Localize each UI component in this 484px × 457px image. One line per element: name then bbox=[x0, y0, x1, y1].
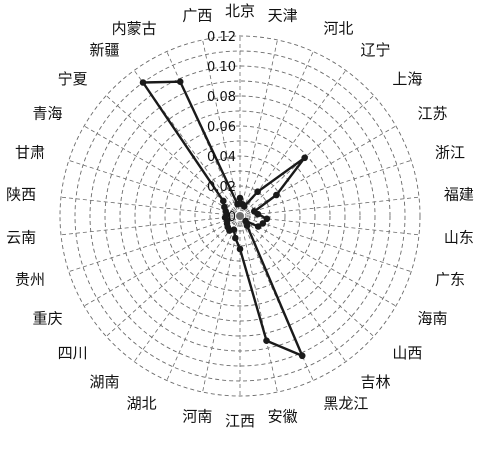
data-point-青海 bbox=[221, 203, 228, 211]
axis-tick-label: 0.02 bbox=[207, 180, 236, 195]
data-point-北京 bbox=[236, 194, 244, 202]
data-point-广东 bbox=[259, 220, 267, 227]
grid-spoke bbox=[239, 215, 397, 307]
category-label-辽宁: 辽宁 bbox=[361, 41, 391, 59]
grid-spoke bbox=[68, 215, 241, 273]
data-point-广西 bbox=[234, 200, 241, 208]
category-label-重庆: 重庆 bbox=[32, 310, 62, 328]
grid-spoke bbox=[83, 125, 241, 217]
category-label-江苏: 江苏 bbox=[418, 105, 448, 123]
grid-spoke bbox=[68, 159, 241, 217]
category-label-甘肃: 甘肃 bbox=[15, 144, 45, 162]
category-label-北京: 北京 bbox=[225, 2, 255, 20]
axis-tick-label: 0 bbox=[228, 210, 236, 225]
grid-ring-inner bbox=[233, 209, 247, 223]
grid-spoke bbox=[239, 215, 347, 362]
category-label-陕西: 陕西 bbox=[6, 186, 36, 204]
grid-spoke bbox=[239, 125, 397, 217]
data-point-辽宁 bbox=[254, 188, 261, 196]
grid-ring bbox=[149, 125, 331, 307]
axis-tick-label: 0.10 bbox=[207, 60, 236, 75]
grid-spoke bbox=[105, 215, 241, 337]
data-point-宁夏 bbox=[219, 197, 227, 205]
grid-spoke bbox=[239, 159, 412, 217]
category-label-山东: 山东 bbox=[444, 228, 474, 246]
category-label-广东: 广东 bbox=[435, 270, 465, 288]
data-point-吉林 bbox=[243, 222, 251, 230]
category-label-海南: 海南 bbox=[418, 310, 448, 328]
data-point-江西 bbox=[236, 245, 244, 253]
axis-tick-label: 0.06 bbox=[207, 120, 236, 135]
category-label-黑龙江: 黑龙江 bbox=[323, 394, 368, 412]
category-label-湖北: 湖北 bbox=[127, 394, 157, 412]
grid-spoke bbox=[239, 39, 278, 217]
data-point-安徽 bbox=[263, 337, 270, 345]
grid-spoke bbox=[202, 39, 241, 217]
category-label-安徽: 安徽 bbox=[268, 408, 298, 426]
grid-spoke bbox=[239, 95, 375, 217]
grid-spoke bbox=[239, 196, 420, 217]
category-label-新疆: 新疆 bbox=[89, 41, 119, 59]
category-label-河北: 河北 bbox=[323, 20, 353, 38]
category-label-青海: 青海 bbox=[32, 105, 62, 123]
category-label-河南: 河南 bbox=[182, 408, 212, 426]
category-label-吉林: 吉林 bbox=[361, 373, 391, 391]
axis-tick-label: 0.08 bbox=[207, 90, 236, 105]
category-label-浙江: 浙江 bbox=[435, 144, 465, 162]
grid-spoke bbox=[239, 215, 375, 337]
category-label-山西: 山西 bbox=[392, 344, 422, 362]
data-point-河南 bbox=[232, 234, 239, 242]
data-point-黑龙江 bbox=[298, 352, 306, 360]
grid-layer bbox=[59, 35, 421, 397]
data-point-山东 bbox=[263, 215, 271, 223]
grid-ring bbox=[119, 95, 361, 337]
category-label-上海: 上海 bbox=[392, 70, 422, 88]
data-point-江苏 bbox=[273, 191, 280, 199]
data-point-新疆 bbox=[139, 79, 147, 86]
category-label-天津: 天津 bbox=[268, 6, 298, 24]
category-label-宁夏: 宁夏 bbox=[58, 70, 88, 88]
category-label-贵州: 贵州 bbox=[15, 270, 45, 288]
axis-tick-label: 0.12 bbox=[207, 30, 236, 45]
label-layer: 0 0.02 0.04 0.06 0.08 0.10 0.12 北京 天津河北辽宁上海江苏浙江福… bbox=[6, 2, 474, 430]
grid-spoke bbox=[166, 215, 241, 381]
grid-spoke bbox=[239, 215, 412, 273]
category-label-福建: 福建 bbox=[444, 186, 474, 204]
category-label-湖南: 湖南 bbox=[89, 373, 119, 391]
category-label-云南: 云南 bbox=[6, 228, 36, 246]
grid-spoke bbox=[60, 196, 241, 217]
data-point-福建 bbox=[254, 210, 262, 218]
grid-ring bbox=[59, 35, 421, 397]
category-label-广西: 广西 bbox=[182, 6, 212, 24]
data-point-河北 bbox=[240, 203, 248, 210]
grid-spoke bbox=[202, 215, 241, 393]
category-label-内蒙古: 内蒙古 bbox=[112, 20, 157, 38]
category-label-四川: 四川 bbox=[58, 344, 88, 362]
grid-spoke bbox=[60, 215, 241, 236]
data-point-海南 bbox=[254, 223, 262, 230]
grid-ring bbox=[164, 140, 316, 292]
data-point-上海 bbox=[301, 154, 308, 162]
category-label-江西: 江西 bbox=[225, 412, 255, 430]
grid-spoke bbox=[83, 215, 241, 307]
series-layer bbox=[139, 78, 308, 360]
grid-spoke bbox=[239, 51, 314, 217]
axis-tick-label: 0.04 bbox=[207, 150, 236, 165]
grid-spoke bbox=[105, 95, 241, 217]
grid-ring bbox=[89, 65, 391, 367]
grid-spoke bbox=[133, 215, 241, 362]
data-point-内蒙古 bbox=[176, 78, 184, 86]
grid-spoke bbox=[239, 215, 278, 393]
